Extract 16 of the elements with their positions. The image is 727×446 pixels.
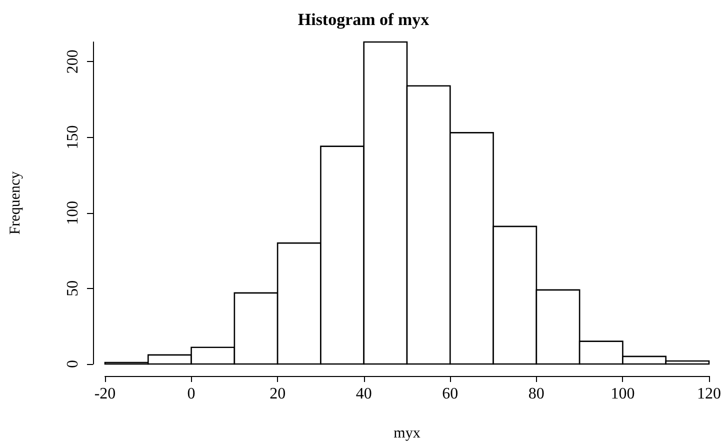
y-tick-label: 200 (64, 50, 82, 74)
y-tick-label: 50 (64, 280, 82, 296)
x-tick-label: -20 (94, 386, 116, 402)
y-tick-label: 0 (64, 360, 82, 368)
x-tick-label: 120 (697, 386, 721, 402)
y-axis-title: Frequency (8, 170, 24, 235)
y-tick-label: 100 (64, 200, 82, 225)
x-tick-label: 40 (356, 386, 372, 402)
x-tick-label: 0 (187, 386, 196, 402)
chart-title: Histogram of myx (298, 10, 430, 29)
x-tick-label: 20 (270, 386, 286, 402)
x-tick-label: 80 (528, 386, 544, 402)
y-tick-label: 150 (64, 125, 82, 150)
x-tick-label: 100 (610, 386, 635, 402)
x-tick-label: 60 (442, 386, 458, 402)
x-axis-title: myx (394, 426, 421, 442)
